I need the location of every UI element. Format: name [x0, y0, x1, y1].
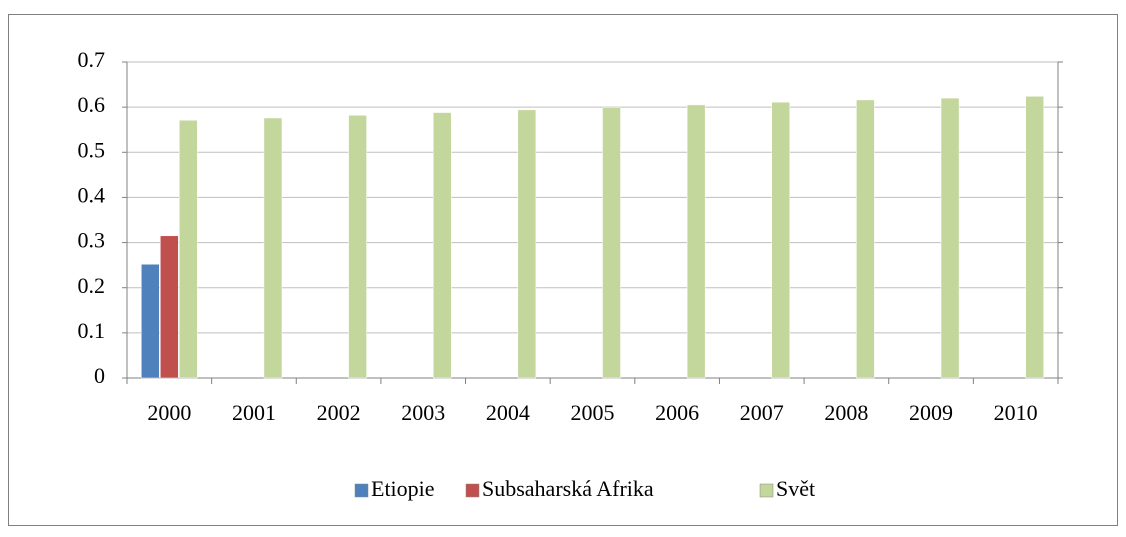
- y-tick-label: 0.6: [78, 92, 106, 117]
- bar: [179, 119, 198, 379]
- bar: [1025, 96, 1044, 379]
- x-tick-label: 2005: [571, 400, 615, 425]
- bar: [432, 112, 452, 379]
- bar: [940, 97, 960, 379]
- legend-label: Subsaharská Afrika: [482, 476, 654, 501]
- legend-swatch: [465, 483, 480, 498]
- bar: [263, 117, 283, 379]
- legend-swatch: [759, 483, 774, 498]
- bar: [160, 235, 179, 379]
- y-tick-label: 0.3: [78, 228, 106, 253]
- bar: [602, 107, 621, 379]
- x-tick-label: 2007: [740, 400, 784, 425]
- bar: [856, 99, 875, 379]
- bar: [686, 104, 706, 379]
- bar: [517, 109, 537, 379]
- legend-swatch: [354, 483, 369, 498]
- x-tick-label: 2009: [909, 400, 953, 425]
- y-tick-label: 0.1: [78, 318, 106, 343]
- bar: [771, 101, 791, 379]
- legend-label: Svět: [776, 476, 815, 501]
- x-tick-label: 2000: [147, 400, 191, 425]
- y-tick-label: 0.7: [78, 47, 106, 72]
- x-tick-label: 2001: [232, 400, 276, 425]
- x-tick-label: 2010: [994, 400, 1038, 425]
- x-tick-label: 2003: [401, 400, 445, 425]
- x-tick-label: 2002: [317, 400, 361, 425]
- legend-label: Etiopie: [371, 476, 435, 501]
- y-tick-label: 0.4: [78, 182, 106, 207]
- bar: [348, 115, 367, 379]
- y-tick-label: 0.2: [78, 273, 106, 298]
- y-tick-label: 0: [94, 363, 105, 388]
- x-tick-label: 2008: [824, 400, 868, 425]
- x-tick-label: 2004: [486, 400, 530, 425]
- bar: [141, 263, 160, 379]
- x-tick-label: 2006: [655, 400, 699, 425]
- y-tick-label: 0.5: [78, 137, 106, 162]
